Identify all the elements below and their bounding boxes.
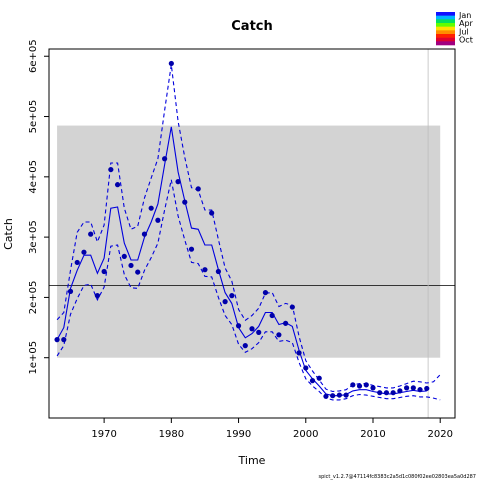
data-point (330, 393, 336, 399)
x-axis: 1970 1980 1990 2000 2010 2020 (91, 418, 453, 440)
legend-label: Oct (459, 36, 473, 45)
data-point (370, 385, 376, 391)
y-axis-label: Catch (2, 218, 15, 250)
y-tick-label: 4e+05 (28, 160, 39, 194)
data-point (135, 269, 141, 275)
legend-swatch (436, 23, 455, 27)
data-point (182, 199, 188, 205)
data-point (215, 268, 221, 275)
y-tick-label: 1e+05 (28, 341, 39, 375)
data-point (101, 268, 107, 275)
chart-title: Catch (231, 19, 273, 34)
data-point (383, 390, 390, 396)
data-point (209, 210, 215, 216)
data-point (276, 332, 282, 338)
data-point (222, 299, 228, 305)
legend-swatch (436, 37, 455, 42)
data-point (323, 393, 329, 399)
data-point (404, 385, 410, 391)
data-point (74, 259, 80, 266)
data-point (67, 288, 74, 294)
data-point (162, 156, 168, 162)
data-point (309, 378, 316, 384)
legend-swatch (436, 19, 455, 24)
data-point (81, 249, 87, 255)
y-tick-label: 5e+05 (28, 100, 39, 134)
data-point (296, 350, 302, 356)
band-rect (57, 125, 441, 358)
data-point (88, 231, 94, 237)
legend-swatch (436, 26, 455, 31)
legend-label: Jul (458, 27, 469, 36)
data-point (363, 382, 369, 388)
data-point (256, 329, 262, 335)
data-point (148, 205, 154, 211)
data-point (397, 388, 403, 394)
legend-swatch (436, 12, 455, 16)
data-point (195, 186, 201, 192)
points-layer (54, 60, 430, 399)
x-axis-label: Time (238, 454, 266, 467)
x-tick-label: 1990 (226, 429, 251, 440)
data-point (155, 217, 161, 223)
data-point (168, 60, 174, 67)
data-point (303, 365, 309, 371)
series-layer (56, 64, 441, 401)
data-point (114, 182, 121, 188)
series-line-fitted-upper (56, 64, 441, 393)
data-point (417, 387, 423, 393)
data-point (424, 385, 430, 392)
x-tick-label: 2000 (293, 429, 318, 440)
data-point (242, 343, 248, 349)
x-tick-label: 1970 (91, 429, 116, 440)
data-point (61, 337, 67, 343)
legend-swatch (436, 34, 455, 38)
series-line-fitted-median (56, 126, 427, 397)
y-tick-label: 2e+05 (28, 281, 39, 315)
data-point (350, 382, 356, 388)
legend-label: Jan (458, 11, 471, 20)
data-point (316, 375, 322, 381)
data-point (336, 392, 342, 398)
series-line-fitted-lower (56, 179, 441, 401)
plot-frame (48, 48, 456, 419)
data-point (121, 253, 127, 260)
y-tick-label: 3e+05 (28, 220, 39, 254)
y-tick-label: 6e+05 (28, 39, 39, 73)
data-point (108, 166, 114, 173)
data-point (356, 383, 363, 389)
x-tick-label: 1980 (159, 429, 184, 440)
data-point (249, 326, 255, 332)
data-point (229, 293, 235, 299)
data-point (235, 323, 242, 329)
legend-swatch (436, 15, 455, 20)
y-axis: 1e+05 2e+05 3e+05 4e+05 5e+05 6e+05 (28, 39, 49, 375)
data-point (269, 312, 275, 319)
data-point (289, 304, 295, 310)
data-point (262, 289, 269, 296)
legend-swatch (436, 41, 455, 46)
data-point (128, 262, 134, 269)
legend-swatch (436, 30, 455, 35)
data-point (390, 390, 396, 396)
data-point (141, 231, 148, 237)
data-point (202, 267, 208, 273)
data-point (283, 320, 289, 326)
data-point (54, 337, 60, 343)
data-point (175, 179, 181, 185)
x-tick-label: 2010 (360, 429, 385, 440)
version-footer: spict_v1.2.7@47114fc8383c2a5d1c080f02ee0… (319, 474, 477, 480)
legend-label: Apr (459, 19, 474, 28)
data-point (410, 385, 416, 391)
data-point (188, 246, 195, 252)
data-point (343, 392, 349, 398)
x-tick-label: 2020 (427, 429, 452, 440)
data-point (377, 390, 383, 396)
data-point (94, 293, 100, 299)
